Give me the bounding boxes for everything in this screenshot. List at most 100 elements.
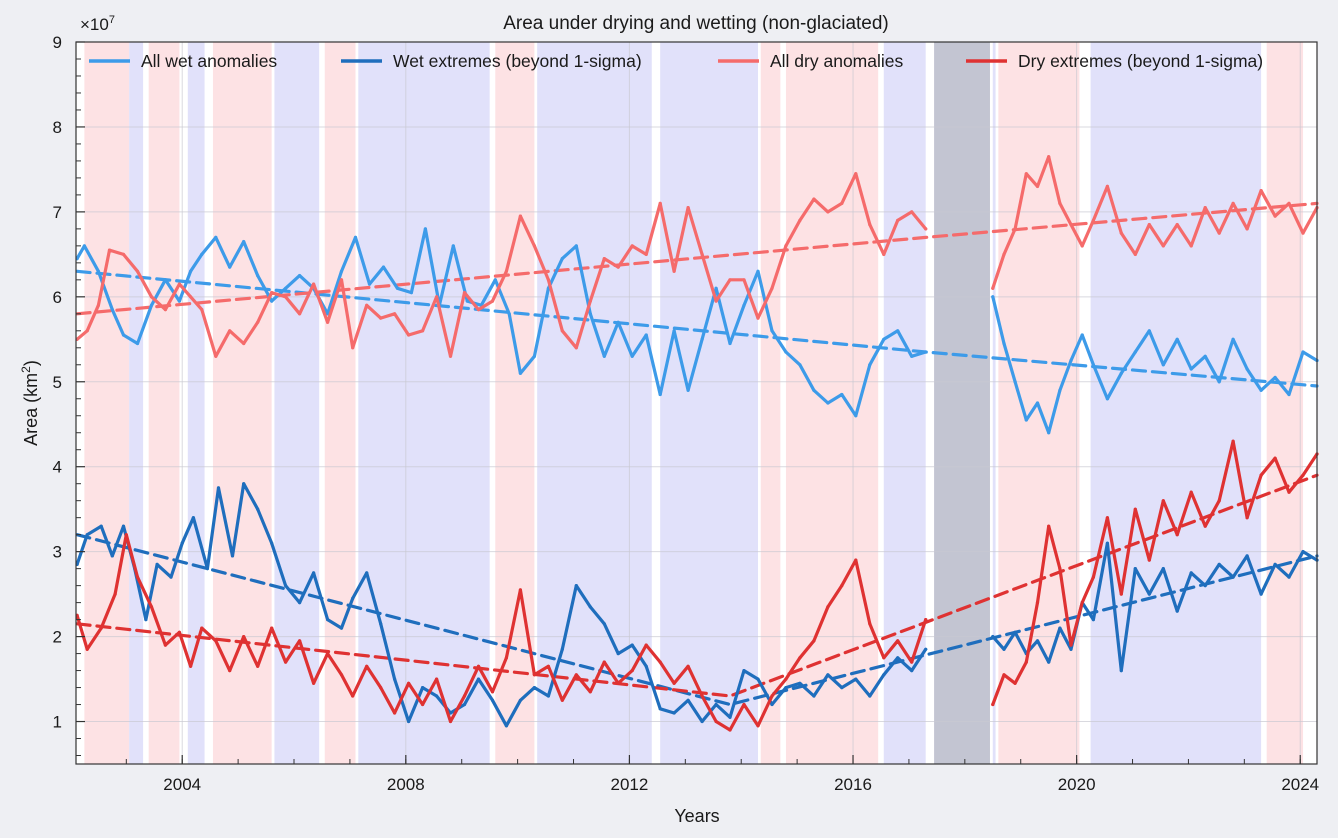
data-point-3-0-27	[435, 677, 439, 681]
data-point-2-1-15	[1175, 223, 1179, 227]
data-point-1-0-35	[532, 686, 537, 690]
data-point-2-0-2	[96, 303, 100, 307]
axis-ticks	[76, 41, 1301, 764]
data-point-3-0-23	[379, 686, 383, 690]
data-point-2-1-21	[1259, 189, 1263, 193]
data-point-0-1-8	[1080, 333, 1084, 337]
y-axis-title-close: )	[21, 360, 41, 366]
dry-period-8	[495, 42, 535, 764]
data-point-1-0-52	[770, 702, 774, 707]
data-point-3-0-9	[189, 664, 193, 668]
data-point-2-0-21	[351, 346, 355, 350]
data-point-1-0-58	[854, 677, 858, 681]
data-point-1-1-9	[1091, 618, 1095, 622]
data-point-2-0-4	[121, 252, 126, 256]
data-point-2-1-3	[1024, 172, 1028, 176]
data-point-0-0-21	[353, 235, 358, 239]
data-point-2-0-55	[826, 210, 830, 214]
data-point-1-0-7	[155, 562, 159, 567]
data-point-1-1-4	[1035, 639, 1040, 643]
data-point-2-0-47	[714, 299, 718, 303]
data-point-0-1-20	[1245, 367, 1249, 371]
data-point-1-0-38	[574, 584, 578, 588]
data-point-2-0-48	[728, 278, 732, 282]
data-point-2-0-62	[924, 227, 928, 231]
data-point-0-0-50	[756, 269, 760, 273]
data-point-3-0-55	[826, 605, 830, 609]
y-tick-label-9: 9	[53, 33, 62, 52]
data-point-0-0-5	[135, 341, 140, 346]
data-point-2-0-46	[700, 252, 704, 256]
data-point-0-0-3	[110, 308, 114, 312]
data-point-0-0-25	[409, 291, 413, 295]
data-point-2-1-5	[1047, 155, 1051, 159]
data-point-0-1-16	[1189, 367, 1193, 371]
data-point-2-0-11	[214, 354, 218, 358]
y-tick-label-4: 4	[53, 458, 62, 477]
data-point-0-0-8	[177, 299, 181, 303]
wet-period-5	[274, 42, 320, 764]
data-point-3-1-21	[1259, 473, 1263, 477]
data-point-2-0-31	[490, 299, 495, 303]
data-point-0-0-15	[270, 299, 274, 303]
data-point-1-0-63	[924, 647, 928, 651]
data-point-1-0-33	[504, 724, 508, 728]
data-point-2-0-45	[686, 206, 690, 210]
legend-label-wet-extremes: Wet extremes (beyond 1-sigma)	[393, 51, 642, 71]
data-point-3-0-20	[339, 673, 344, 677]
data-point-2-0-10	[200, 308, 204, 312]
data-point-1-0-27	[421, 686, 425, 690]
data-point-0-0-22	[367, 282, 372, 286]
dry-period-2	[148, 42, 180, 764]
data-point-1-0-39	[588, 605, 592, 609]
data-point-2-0-43	[658, 201, 662, 205]
data-point-1-1-5	[1047, 660, 1051, 664]
data-point-3-0-40	[616, 681, 620, 685]
data-point-0-0-17	[298, 274, 302, 278]
data-point-3-0-58	[868, 622, 872, 626]
data-point-0-0-55	[826, 401, 830, 405]
data-point-1-1-22	[1273, 562, 1277, 567]
data-point-2-0-52	[784, 244, 788, 248]
data-point-0-0-2	[96, 269, 100, 273]
data-point-3-0-61	[910, 660, 914, 664]
data-point-1-0-6	[144, 618, 148, 622]
data-point-3-0-37	[574, 673, 578, 677]
data-point-0-1-17	[1203, 354, 1207, 358]
data-point-3-1-12	[1133, 507, 1137, 511]
data-point-1-0-26	[407, 719, 411, 724]
data-point-1-0-56	[826, 673, 830, 677]
data-point-1-0-17	[284, 584, 288, 588]
data-point-3-0-33	[518, 588, 523, 592]
data-point-3-0-46	[700, 694, 704, 698]
data-point-1-0-44	[658, 707, 662, 711]
data-point-1-1-17	[1203, 584, 1207, 588]
data-point-0-1-2	[1013, 380, 1017, 384]
data-point-1-0-9	[180, 541, 184, 545]
data-point-1-0-45	[672, 711, 676, 715]
data-point-0-0-38	[588, 312, 592, 316]
data-point-3-0-12	[228, 669, 232, 673]
data-point-3-0-44	[672, 681, 676, 685]
data-point-0-0-43	[658, 392, 662, 397]
data-point-0-0-36	[560, 257, 564, 261]
data-point-2-0-17	[298, 312, 302, 316]
data-point-2-1-24	[1301, 231, 1305, 235]
data-point-3-0-42	[644, 643, 648, 647]
data-point-1-0-49	[728, 715, 732, 719]
data-point-1-0-61	[896, 656, 900, 660]
data-point-1-1-1	[1002, 647, 1006, 651]
data-point-1-0-16	[270, 541, 274, 545]
data-point-2-0-53	[798, 218, 802, 222]
data-point-1-0-4	[121, 524, 126, 528]
data-point-3-1-7	[1069, 643, 1073, 647]
data-point-2-0-33	[518, 214, 523, 218]
data-point-3-1-11	[1119, 592, 1123, 596]
data-point-0-0-62	[924, 350, 928, 354]
y-tick-label-1: 1	[53, 713, 62, 732]
data-point-3-0-50	[756, 724, 760, 728]
data-point-3-1-10	[1105, 516, 1109, 520]
data-point-1-1-13	[1147, 592, 1151, 596]
series-line-2-segment-1	[991, 155, 1319, 290]
